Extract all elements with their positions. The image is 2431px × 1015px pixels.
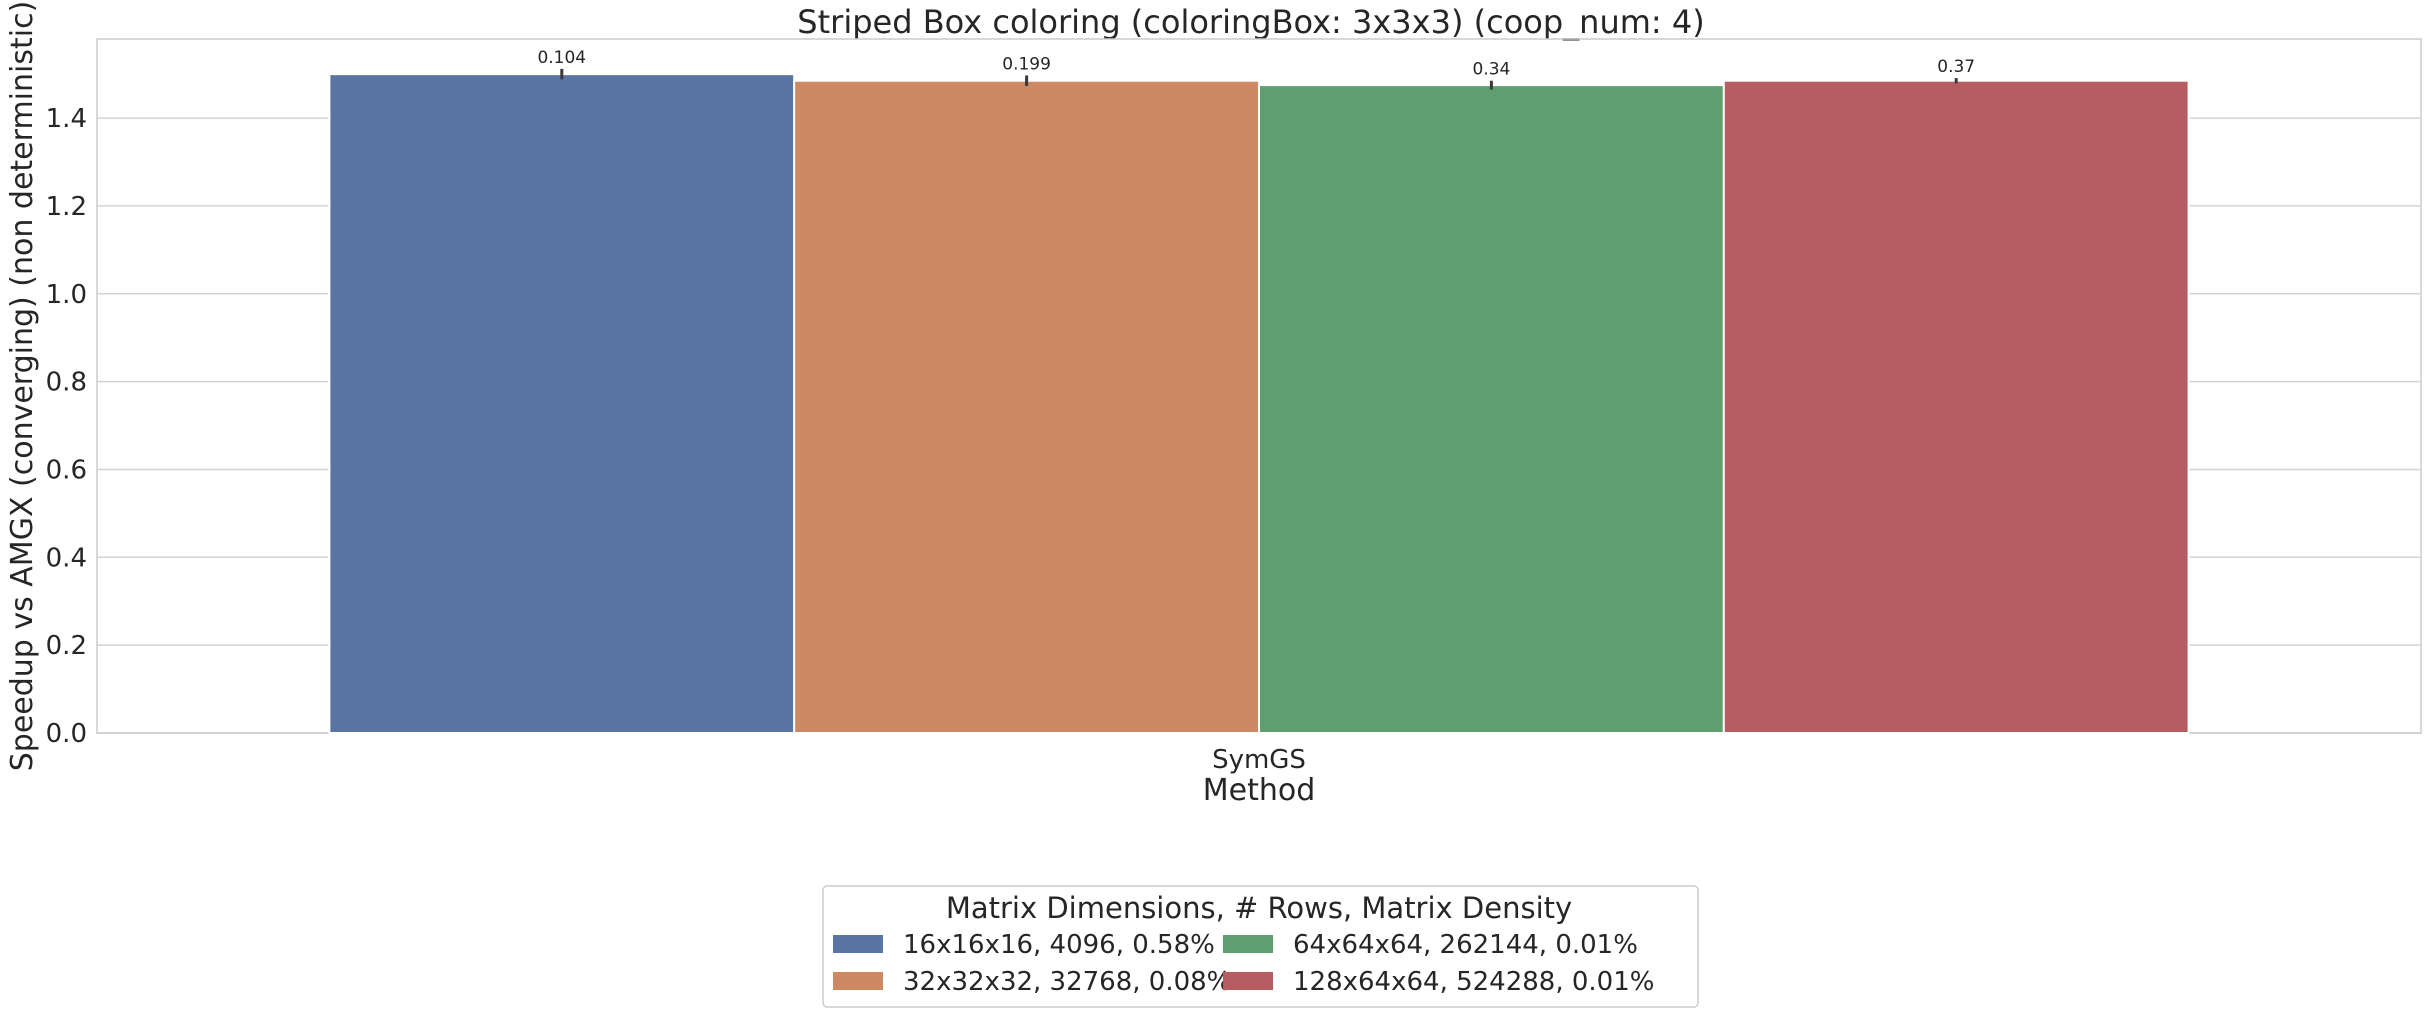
y-tick-label: 0.8: [46, 368, 87, 398]
y-tick-label: 0.0: [46, 719, 87, 749]
bar: [328, 73, 796, 735]
legend-swatch: [1223, 935, 1273, 953]
x-axis-title: Method: [1203, 773, 1316, 808]
y-axis-title: Speedup vs AMGX (converging) (non determ…: [5, 1, 40, 772]
legend: Matrix Dimensions, # Rows, Matrix Densit…: [822, 885, 1699, 1008]
bar-data-label: 0.34: [1472, 60, 1510, 80]
bar-data-label: 0.104: [537, 48, 586, 68]
legend-swatch: [833, 972, 883, 990]
bars: 0.104 0.199 0.34 0.37: [328, 48, 2190, 735]
y-tick-label: 0.2: [46, 631, 87, 661]
y-axis-ticks: 0.0 0.2 0.4 0.6 0.8 1.0 1.2 1.4: [46, 104, 87, 749]
legend-label: 64x64x64, 262144, 0.01%: [1293, 930, 1638, 960]
legend-items: 16x16x16, 4096, 0.58% 32x32x32, 32768, 0.…: [833, 930, 1654, 997]
legend-label: 128x64x64, 524288, 0.01%: [1293, 967, 1654, 997]
legend-item: 32x32x32, 32768, 0.08%: [833, 967, 1231, 997]
legend-label: 32x32x32, 32768, 0.08%: [903, 967, 1231, 997]
y-tick-label: 1.4: [46, 104, 87, 134]
bar: [1722, 79, 2190, 735]
legend-item: 16x16x16, 4096, 0.58%: [833, 930, 1215, 960]
bar-data-label: 0.199: [1002, 54, 1051, 74]
y-tick-label: 0.4: [46, 543, 87, 573]
bar: [793, 79, 1260, 735]
legend-item: 64x64x64, 262144, 0.01%: [1223, 930, 1638, 960]
legend-title: Matrix Dimensions, # Rows, Matrix Densit…: [946, 891, 1572, 925]
legend-item: 128x64x64, 524288, 0.01%: [1223, 967, 1654, 997]
legend-label: 16x16x16, 4096, 0.58%: [903, 930, 1215, 960]
x-tick-label: SymGS: [1212, 745, 1306, 775]
bar: [1258, 84, 1725, 735]
y-tick-label: 1.2: [46, 192, 87, 222]
y-tick-label: 1.0: [46, 280, 87, 310]
legend-swatch: [833, 935, 883, 953]
legend-swatch: [1223, 972, 1273, 990]
chart-title: Striped Box coloring (coloringBox: 3x3x3…: [797, 3, 1704, 41]
bar-data-label: 0.37: [1937, 57, 1975, 77]
x-axis-ticks: SymGS: [1212, 745, 1306, 775]
y-tick-label: 0.6: [46, 455, 87, 485]
